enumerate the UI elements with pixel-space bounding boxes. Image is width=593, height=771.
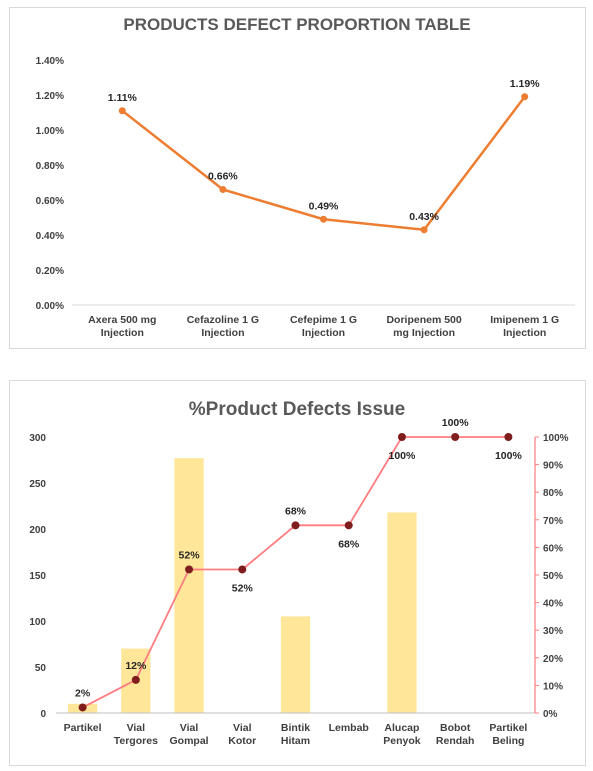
- data-point: [420, 226, 428, 234]
- right-y-tick-label: 10%: [543, 681, 563, 692]
- defect-proportion-chart-panel: PRODUCTS DEFECT PROPORTION TABLE 0.00% 0.…: [9, 7, 586, 349]
- x-category-label: Vial Tergores: [114, 722, 158, 747]
- y-tick-label: 0.60%: [36, 196, 64, 207]
- defect-proportion-chart: PRODUCTS DEFECT PROPORTION TABLE 0.00% 0.…: [36, 15, 575, 339]
- data-label: 1.19%: [510, 78, 540, 90]
- cumulative-data-point: [504, 433, 513, 441]
- x-category-label: Partikel Beling: [489, 722, 527, 747]
- y-tick-label: 1.20%: [36, 91, 64, 102]
- cumulative-data-label: 2%: [75, 687, 91, 699]
- left-y-tick-label: 200: [29, 525, 46, 536]
- y-tick-label: 0.40%: [36, 231, 64, 242]
- x-category-label: Vial Gompal: [170, 722, 209, 747]
- x-category-label: Alucap Penyok: [383, 722, 421, 747]
- right-y-tick-label: 50%: [543, 571, 563, 582]
- x-category-label: Lembab: [329, 722, 369, 734]
- cumulative-data-point: [238, 565, 247, 574]
- data-point: [118, 107, 126, 115]
- right-y-tick-label: 20%: [543, 654, 563, 665]
- cumulative-data-point: [185, 565, 194, 574]
- data-label: 0.66%: [208, 171, 238, 183]
- x-category-label: Cefazoline 1 G Injection: [187, 314, 259, 339]
- chart-title: PRODUCTS DEFECT PROPORTION TABLE: [123, 15, 470, 34]
- x-category-label: Vial Kotor: [228, 722, 256, 747]
- data-point: [320, 215, 327, 223]
- cumulative-data-label: 68%: [338, 538, 360, 550]
- cumulative-data-label: 52%: [232, 582, 254, 594]
- right-y-tick-label: 70%: [543, 516, 563, 527]
- defect-issue-pareto-chart: %Product Defects Issue 0 50 100 150 200 250 30…: [29, 399, 569, 747]
- y-tick-label: 1.00%: [36, 126, 64, 137]
- data-label: 1.11%: [108, 92, 138, 104]
- x-category-label: Imipenem 1 G Injection: [490, 314, 559, 339]
- right-y-tick-label: 90%: [543, 461, 563, 472]
- left-y-tick-label: 0: [40, 709, 46, 720]
- cumulative-data-label: 100%: [495, 450, 523, 462]
- data-label: 0.43%: [409, 211, 439, 223]
- cumulative-data-label: 12%: [125, 660, 147, 672]
- right-y-tick-label: 80%: [543, 488, 563, 499]
- cumulative-data-point: [397, 433, 406, 441]
- left-y-tick-label: 300: [29, 433, 46, 444]
- y-tick-label: 0.20%: [36, 266, 64, 277]
- cumulative-data-label: 100%: [442, 417, 470, 429]
- left-y-tick-label: 150: [29, 571, 46, 582]
- left-y-tick-label: 100: [29, 617, 46, 628]
- right-y-tick-label: 30%: [543, 626, 563, 637]
- cumulative-data-point: [291, 521, 300, 530]
- x-category-label: Cefepime 1 G Injection: [290, 314, 357, 339]
- left-y-tick-label: 50: [35, 663, 47, 674]
- cumulative-data-label: 100%: [389, 450, 417, 462]
- x-category-label: Bobot Rendah: [436, 722, 475, 747]
- defect-count-bar: [174, 458, 204, 713]
- x-category-label: Partikel: [64, 722, 102, 734]
- cumulative-data-point: [344, 521, 353, 530]
- y-tick-label: 0.80%: [36, 161, 64, 172]
- cumulative-data-point: [451, 433, 460, 441]
- cumulative-data-label: 68%: [285, 505, 307, 517]
- cumulative-data-label: 52%: [179, 549, 201, 561]
- x-category-label: Axera 500 mg Injection: [88, 314, 156, 339]
- data-point: [219, 186, 227, 193]
- right-y-tick-label: 100%: [543, 433, 569, 444]
- cumulative-data-point: [131, 675, 140, 684]
- data-point: [521, 93, 529, 101]
- defect-count-bar: [280, 616, 311, 713]
- chart-title: %Product Defects Issue: [189, 399, 405, 420]
- y-tick-label: 0.00%: [36, 301, 64, 312]
- defect-issue-pareto-panel: %Product Defects Issue 0 50 100 150 200 250 30…: [9, 380, 586, 766]
- defect-count-bar: [387, 512, 417, 713]
- x-category-label: Bintik Hitam: [281, 722, 310, 747]
- right-y-tick-label: 60%: [543, 543, 563, 554]
- cumulative-data-point: [78, 703, 87, 712]
- y-tick-label: 1.40%: [36, 56, 64, 67]
- x-category-label: Doripenem 500 mg Injection: [386, 314, 461, 339]
- right-y-tick-label: 0%: [543, 709, 558, 720]
- data-label: 0.49%: [309, 200, 339, 212]
- left-y-tick-label: 250: [29, 479, 46, 490]
- right-y-tick-label: 40%: [543, 599, 563, 610]
